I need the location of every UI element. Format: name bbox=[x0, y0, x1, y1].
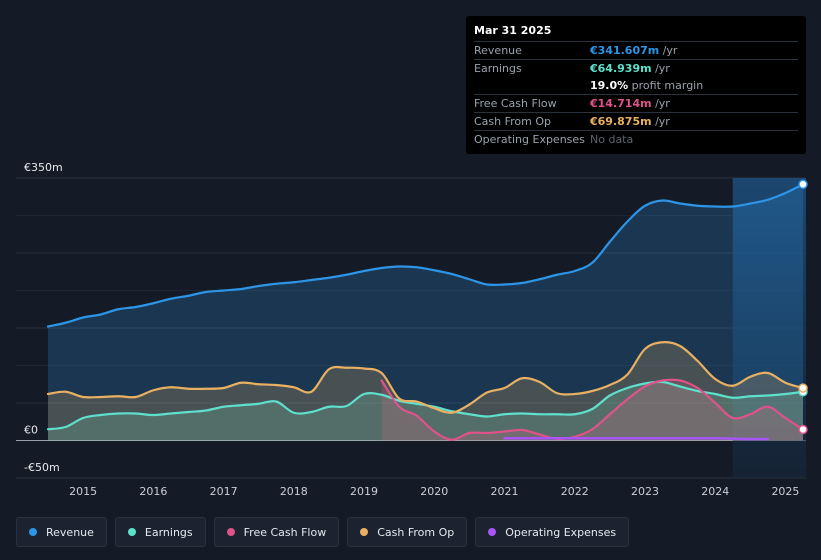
tooltip-unit: /yr bbox=[655, 62, 670, 75]
tooltip-label: Cash From Op bbox=[474, 115, 552, 128]
legend-label: Free Cash Flow bbox=[243, 525, 327, 539]
tooltip-value: No data bbox=[590, 133, 634, 146]
tooltip-value: €14.714m bbox=[590, 97, 652, 110]
forecast-shade bbox=[732, 178, 806, 478]
x-tick-label: 2023 bbox=[631, 485, 659, 498]
grid-lines bbox=[16, 177, 806, 479]
y-tick-label: -€50m bbox=[24, 461, 60, 474]
legend-label: Cash From Op bbox=[377, 525, 455, 539]
tooltip-date: Mar 31 2025 bbox=[474, 24, 798, 42]
legend-dot-icon bbox=[226, 528, 235, 536]
area-free-cash-flow bbox=[381, 379, 803, 441]
x-tick-label: 2016 bbox=[139, 485, 167, 498]
legend-item-earnings[interactable]: Earnings bbox=[114, 517, 206, 547]
x-axis-labels: 2015 2016 2017 2018 2019 2020 2021 2022 2023 2024… bbox=[69, 485, 799, 498]
tooltip-unit: /yr bbox=[662, 44, 678, 57]
line-revenue bbox=[46, 183, 805, 328]
legend-dot-icon bbox=[360, 528, 369, 536]
legend-label: Earnings bbox=[144, 525, 193, 539]
tooltip-label: Revenue bbox=[474, 44, 522, 57]
x-tick-label: 2025 bbox=[771, 485, 799, 498]
legend-item-free-cash-flow[interactable]: Free Cash Flow bbox=[213, 517, 340, 547]
legend-dot-icon bbox=[127, 528, 136, 536]
line-free-cash-flow bbox=[380, 378, 805, 441]
legend-label: Revenue bbox=[46, 525, 94, 539]
y-tick-label: €0 bbox=[24, 424, 38, 437]
x-tick-label: 2021 bbox=[491, 485, 519, 498]
y-tick-label: €350m bbox=[24, 161, 63, 174]
legend-item-operating-expenses[interactable]: Operating Expenses bbox=[475, 517, 630, 547]
x-tick-label: 2019 bbox=[350, 485, 378, 498]
area-earnings bbox=[48, 381, 803, 441]
tooltip-label bbox=[474, 77, 590, 94]
line-operating-expenses bbox=[503, 436, 770, 441]
area-revenue bbox=[48, 184, 803, 441]
tooltip-unit: profit margin bbox=[631, 79, 704, 92]
line-cash-from-op bbox=[46, 341, 805, 414]
y-axis-labels: €350m €0 -€50m bbox=[24, 161, 63, 474]
tooltip-value: €341.607m bbox=[590, 44, 660, 57]
x-tick-label: 2017 bbox=[210, 485, 238, 498]
x-tick-label: 2018 bbox=[280, 485, 308, 498]
series-lines bbox=[46, 183, 805, 441]
legend: Revenue Earnings Free Cash Flow Cash Fro… bbox=[16, 517, 630, 547]
x-tick-label: 2020 bbox=[420, 485, 448, 498]
legend-dot-icon bbox=[488, 528, 497, 536]
x-tick-label: 2015 bbox=[69, 485, 97, 498]
x-tick-label: 2022 bbox=[561, 485, 589, 498]
endpoint-free-cash-flow bbox=[798, 424, 808, 435]
legend-item-revenue[interactable]: Revenue bbox=[16, 517, 107, 547]
tooltip-value: €64.939m bbox=[590, 62, 652, 75]
endpoint-revenue bbox=[798, 179, 808, 190]
tooltip-row-cash-from-op: Cash From Op €69.875m /yr bbox=[474, 113, 798, 131]
tooltip-unit: /yr bbox=[655, 97, 670, 110]
tooltip-row-operating-expenses: Operating Expenses No data bbox=[474, 131, 798, 148]
tooltip-row-free-cash-flow: Free Cash Flow €14.714m /yr bbox=[474, 95, 798, 113]
tooltip-value: 19.0% bbox=[590, 79, 629, 92]
tooltip-row-profit-margin: 19.0% profit margin bbox=[474, 77, 798, 95]
series-endpoints bbox=[798, 179, 808, 435]
tooltip-value: €69.875m bbox=[590, 115, 652, 128]
tooltip-panel: Mar 31 2025 Revenue €341.607m /yr Earnin… bbox=[466, 16, 806, 154]
tooltip-label: Earnings bbox=[474, 62, 522, 75]
tooltip-unit: /yr bbox=[655, 115, 670, 128]
series-areas bbox=[48, 184, 803, 441]
endpoint-cash-from-op bbox=[798, 383, 808, 393]
tooltip-label: Operating Expenses bbox=[474, 133, 585, 146]
legend-item-cash-from-op[interactable]: Cash From Op bbox=[347, 517, 468, 547]
legend-dot-icon bbox=[29, 528, 37, 536]
tooltip-row-revenue: Revenue €341.607m /yr bbox=[474, 42, 798, 60]
area-cash-from-op bbox=[48, 342, 803, 441]
tooltip-label: Free Cash Flow bbox=[474, 97, 557, 110]
x-tick-label: 2024 bbox=[701, 485, 729, 498]
tooltip-row-earnings: Earnings €64.939m /yr bbox=[474, 60, 798, 77]
legend-label: Operating Expenses bbox=[505, 525, 617, 539]
